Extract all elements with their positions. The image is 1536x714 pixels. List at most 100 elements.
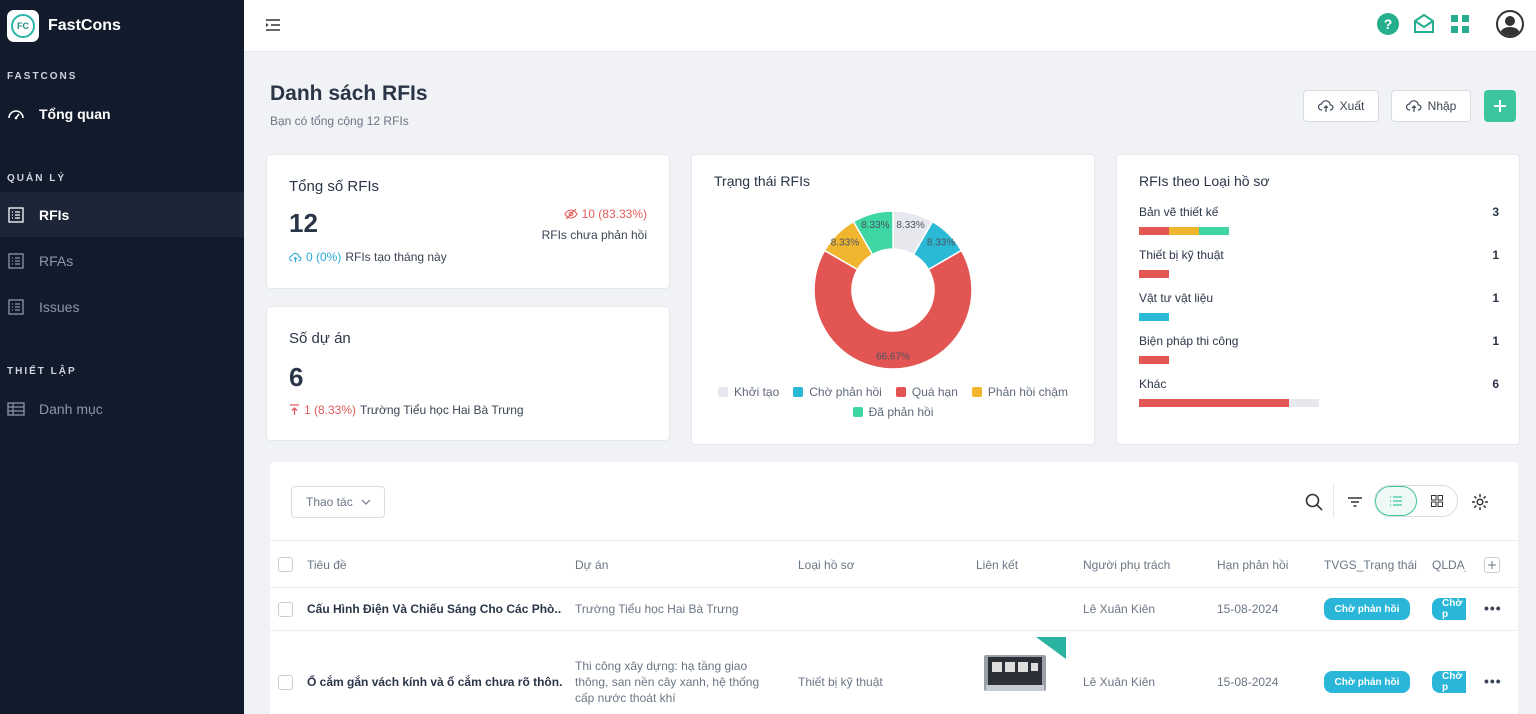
type-bar xyxy=(1139,270,1499,278)
sidebar-item-danh-muc[interactable]: Danh mục xyxy=(0,386,244,431)
type-bar xyxy=(1139,356,1499,364)
import-button[interactable]: Nhập xyxy=(1391,90,1471,122)
legend-item[interactable]: Khởi tạo xyxy=(718,385,779,399)
unanswered-count: 10 (83.33%) xyxy=(563,207,647,221)
brand[interactable]: FC FastCons xyxy=(0,0,244,52)
row-title[interactable]: Cấu Hình Điện Và Chiếu Sáng Cho Các Phò.… xyxy=(307,602,562,616)
donut-slice xyxy=(852,210,894,256)
table-row[interactable]: Ổ cắm gắn vách kính và ổ cắm chưa rõ thô… xyxy=(270,631,1518,714)
status-badge: Chờ p xyxy=(1432,671,1466,693)
column-header[interactable]: QLDA_ xyxy=(1432,558,1466,572)
column-header[interactable]: Hạn phản hồi xyxy=(1217,558,1289,572)
type-row: Biện pháp thi công 1 xyxy=(1139,334,1499,364)
header-actions: ? xyxy=(1364,10,1536,38)
type-row: Khác 6 xyxy=(1139,377,1499,407)
row-more-icon[interactable]: ••• xyxy=(1484,600,1502,616)
type-bar-segment xyxy=(1169,227,1199,235)
column-header[interactable]: Loại hồ sơ xyxy=(798,558,855,572)
legend-item[interactable]: Phản hồi chậm xyxy=(971,385,1068,399)
list-view-button[interactable] xyxy=(1375,486,1417,516)
type-count: 1 xyxy=(1492,291,1499,305)
legend-swatch xyxy=(718,387,729,397)
top-bar: ? xyxy=(244,0,1536,52)
status-badge: Chờ p xyxy=(1432,598,1466,620)
row-project: Thi công xây dựng: hạ tầng giao thông, s… xyxy=(575,659,760,705)
sidebar-item-rfas[interactable]: RFAs xyxy=(0,238,244,283)
type-bar-segment xyxy=(1139,313,1169,321)
donut-value-label: 66.67% xyxy=(876,352,910,363)
mail-icon[interactable] xyxy=(1412,12,1436,36)
cloud-upload-icon xyxy=(289,252,302,262)
list-icon xyxy=(8,298,24,315)
row-project: Trường Tiểu học Hai Bà Trưng xyxy=(575,602,739,616)
legend-label: Đã phản hồi xyxy=(868,405,934,419)
row-type: Thiết bị kỹ thuật xyxy=(798,675,883,689)
top-icon xyxy=(290,404,299,415)
sidebar-item-issues[interactable]: Issues xyxy=(0,284,244,329)
add-column-button[interactable] xyxy=(1484,557,1500,573)
donut-value-label: 8.33% xyxy=(896,220,924,231)
total-rfis-value: 12 xyxy=(289,208,318,238)
select-all-checkbox[interactable] xyxy=(278,557,293,572)
user-avatar[interactable] xyxy=(1496,10,1524,38)
column-header[interactable]: TVGS_Trạng thái xyxy=(1324,558,1417,572)
type-bar-segment xyxy=(1139,399,1289,407)
legend-item[interactable]: Chờ phản hồi xyxy=(793,385,882,399)
type-bar xyxy=(1139,399,1499,407)
row-checkbox[interactable] xyxy=(278,602,293,617)
row-more-icon[interactable]: ••• xyxy=(1484,673,1502,689)
cloud-upload-icon xyxy=(1405,100,1422,112)
table-row[interactable]: Cấu Hình Điện Và Chiếu Sáng Cho Các Phò.… xyxy=(270,588,1518,631)
type-row: Vật tư vật liệu 1 xyxy=(1139,291,1499,321)
card-rfi-by-type: RFIs theo Loại hồ sơ Bản vẽ thiết kế 3 Thi… xyxy=(1116,154,1520,445)
chart-title: RFIs theo Loại hồ sơ xyxy=(1139,173,1270,189)
export-button[interactable]: Xuất xyxy=(1303,90,1379,122)
toolbar-divider xyxy=(1333,484,1334,518)
status-badge: Chờ phản hồi xyxy=(1324,671,1410,693)
donut-value-label: 8.33% xyxy=(927,237,955,248)
legend-item[interactable]: Đã phản hồi xyxy=(852,405,934,419)
row-checkbox[interactable] xyxy=(278,675,293,690)
row-owner: Lê Xuân Kiên xyxy=(1083,602,1156,616)
menu-toggle-icon[interactable] xyxy=(264,16,282,34)
apps-icon[interactable] xyxy=(1448,12,1472,36)
column-header[interactable]: Dự án xyxy=(575,558,609,572)
page-subtitle: Bạn có tổng cộng 12 RFIs xyxy=(270,114,409,128)
svg-text:?: ? xyxy=(1384,16,1393,32)
created-this-month: 0 (0%) RFIs tạo tháng này xyxy=(289,250,447,264)
chevron-down-icon xyxy=(361,499,371,505)
filter-icon[interactable] xyxy=(1345,492,1365,512)
sidebar-item-tong-quan[interactable]: Tổng quan xyxy=(0,91,244,136)
sidebar-item-rfis[interactable]: RFIs xyxy=(0,192,244,237)
column-header[interactable]: Liên kết xyxy=(976,558,1019,572)
column-header[interactable]: Người phụ trách xyxy=(1083,558,1171,572)
list-icon xyxy=(8,206,24,223)
eye-off-icon xyxy=(563,208,578,220)
type-bar-segment xyxy=(1139,356,1169,364)
link-thumbnail-image[interactable] xyxy=(978,637,1066,699)
view-toggle xyxy=(1374,485,1458,517)
grid-view-button[interactable] xyxy=(1417,486,1457,516)
search-icon[interactable] xyxy=(1304,492,1324,512)
legend-item[interactable]: Quá hạn xyxy=(895,385,958,399)
help-icon[interactable]: ? xyxy=(1376,12,1400,36)
list-view-icon xyxy=(1390,496,1402,506)
legend-swatch xyxy=(852,407,863,417)
legend-swatch xyxy=(971,387,982,397)
type-label: Biện pháp thi công xyxy=(1139,334,1239,348)
plus-icon xyxy=(1488,561,1496,569)
settings-gear-icon[interactable] xyxy=(1470,492,1490,512)
legend-label: Chờ phản hồi xyxy=(809,385,882,399)
type-bar-segment xyxy=(1139,227,1169,235)
add-rfi-button[interactable] xyxy=(1484,90,1516,122)
type-label: Khác xyxy=(1139,377,1167,391)
column-header[interactable]: Tiêu đề xyxy=(307,558,347,572)
action-dropdown[interactable]: Thao tác xyxy=(291,486,385,518)
section-title-quan-ly: QUẢN LÝ xyxy=(7,173,66,184)
row-title[interactable]: Ổ cắm gắn vách kính và ổ cắm chưa rõ thô… xyxy=(307,675,562,689)
status-donut-chart: 8.33%8.33%66.67%8.33%8.33% xyxy=(813,210,973,370)
status-badge: Chờ phản hồi xyxy=(1324,598,1410,620)
row-owner: Lê Xuân Kiên xyxy=(1083,675,1156,689)
grid-view-icon xyxy=(1431,495,1443,507)
donut-slice xyxy=(813,249,973,370)
